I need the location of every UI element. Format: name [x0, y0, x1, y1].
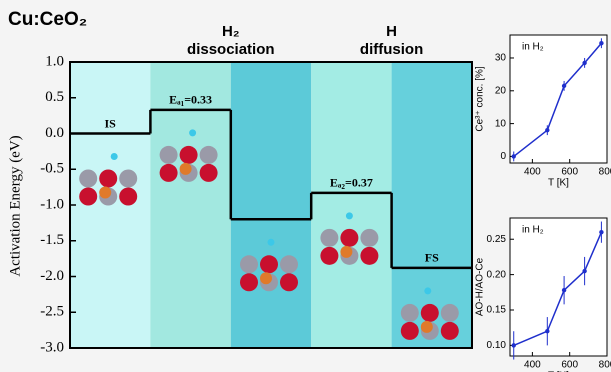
level-label: FS [425, 251, 439, 265]
atom [189, 129, 196, 136]
y-tick-label: -1.5 [40, 232, 64, 248]
annotation: in H₂ [522, 225, 544, 236]
marker [545, 128, 549, 132]
atom [180, 163, 192, 175]
atom [280, 273, 298, 291]
atom [360, 247, 378, 265]
atom [268, 239, 275, 246]
column-header: H [386, 23, 397, 40]
atom [401, 322, 419, 340]
x-tick-label: 800 [599, 167, 611, 178]
y-tick-label: 0.0 [45, 125, 64, 141]
y-tick-label: -0.5 [40, 161, 64, 177]
marker [599, 230, 603, 234]
annotation: in H₂ [522, 42, 544, 53]
atom [160, 146, 178, 164]
level-label: Eₐ₂=0.37 [330, 176, 373, 190]
x-tick-label: 400 [524, 167, 541, 178]
y-axis-label: Ce³⁺ conc. [%] [475, 66, 486, 132]
y-tick-label: 0.25 [487, 234, 507, 245]
atom [111, 153, 118, 160]
x-axis-label: T [K] [548, 178, 569, 189]
marker [599, 41, 603, 45]
figure: Cu:CeO₂ Activation Energy (eV) 1.0 0.5 0.0… [0, 0, 611, 372]
plot-area [510, 218, 607, 356]
atom [79, 188, 97, 206]
atom [340, 246, 352, 258]
level-label: IS [105, 116, 117, 130]
atom [260, 272, 272, 284]
y-tick-label: -2.5 [40, 304, 64, 320]
atom [401, 304, 419, 322]
atom [240, 255, 258, 273]
atom [200, 146, 218, 164]
y-tick-label: 0.20 [487, 269, 507, 280]
y-tick-label: 0.5 [45, 89, 64, 105]
atom [79, 170, 97, 188]
y-tick-label: -3.0 [40, 339, 64, 355]
column-band [311, 62, 391, 348]
atom [240, 273, 258, 291]
x-tick-label: 600 [561, 360, 578, 371]
atom [424, 287, 431, 294]
atom [99, 170, 117, 188]
y-tick-label: 0.10 [487, 340, 507, 351]
atom [441, 322, 459, 340]
column-band [231, 62, 311, 348]
level-label: Eₐ₁=0.33 [169, 93, 212, 107]
atom [320, 229, 338, 247]
atom [346, 212, 353, 219]
marker [512, 343, 516, 347]
atom [320, 247, 338, 265]
marker [582, 269, 586, 273]
y-tick-label: 30 [495, 53, 507, 64]
x-tick-label: 800 [599, 360, 611, 371]
atom [119, 170, 137, 188]
y-tick-label: -2.0 [40, 268, 64, 284]
column-header: H₂ [222, 23, 240, 40]
atom [160, 164, 178, 182]
x-tick-label: 400 [524, 360, 541, 371]
column-header: dissociation [187, 41, 275, 58]
atom [180, 146, 198, 164]
atom [360, 229, 378, 247]
marker [562, 84, 566, 88]
y-axis-label: Activation Energy (eV) [7, 135, 23, 276]
atom [99, 187, 111, 199]
atom [441, 304, 459, 322]
atom [421, 304, 439, 322]
atom [119, 188, 137, 206]
y-tick-label: -1.0 [40, 196, 64, 212]
y-tick-label: 1.0 [45, 53, 64, 69]
atom [260, 255, 278, 273]
y-tick-label: 10 [495, 118, 507, 129]
atom [421, 321, 433, 333]
figure-title: Cu:CeO₂ [8, 9, 87, 30]
marker [582, 61, 586, 65]
atom [200, 164, 218, 182]
y-tick-label: 0.15 [487, 305, 507, 316]
x-tick-label: 600 [561, 167, 578, 178]
y-axis-label: AO-H/AO-Ce [475, 257, 486, 316]
y-tick-label: 20 [495, 85, 507, 96]
marker [562, 288, 566, 292]
marker [545, 329, 549, 333]
atom [340, 229, 358, 247]
y-tick-label: 0 [500, 151, 506, 162]
atom [280, 255, 298, 273]
column-header: diffusion [360, 41, 423, 58]
marker [512, 154, 516, 158]
